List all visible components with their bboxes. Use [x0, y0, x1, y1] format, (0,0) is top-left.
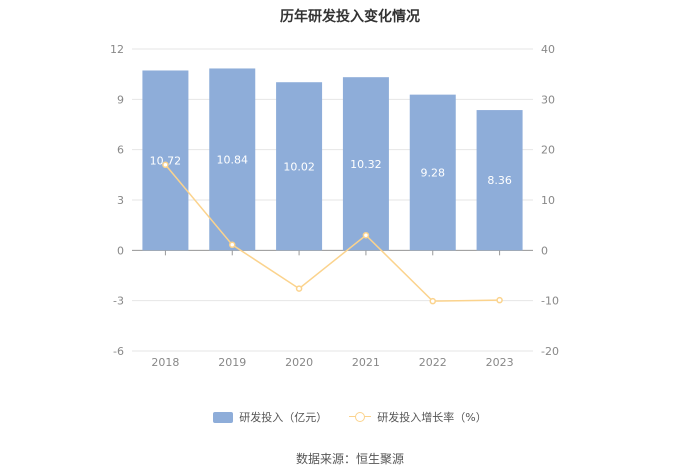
bars	[142, 68, 523, 251]
growth-point	[429, 297, 436, 305]
growth-point	[295, 285, 303, 292]
x-tick-label: 2023	[486, 356, 514, 369]
x-tick-label: 2022	[419, 356, 447, 369]
y-right-tick-label: 30	[541, 93, 555, 106]
growth-point	[362, 231, 370, 239]
legend-item-investment[interactable]: 研发投入（亿元）	[213, 409, 327, 425]
growth-line	[162, 161, 503, 305]
bar	[142, 70, 189, 251]
bar-value-label: 10.32	[350, 158, 382, 171]
bar	[276, 82, 323, 251]
growth-point	[496, 296, 503, 304]
bar-value-label: 10.02	[283, 160, 315, 173]
y-left-tick-label: 12	[110, 43, 124, 56]
bar	[476, 110, 523, 251]
bar	[409, 94, 456, 251]
legend-line-swatch	[349, 411, 372, 423]
bar-value-label: 8.36	[487, 174, 512, 187]
y-left-tick-label: 6	[117, 144, 124, 157]
legend-label-growth: 研发投入增长率（%）	[377, 411, 487, 424]
y-left-tick-label: 0	[117, 244, 124, 257]
y-right-tick-label: 40	[541, 43, 555, 56]
y-right-tick-label: -20	[541, 345, 559, 358]
y-right-tick-label: 20	[541, 144, 555, 157]
y-left-tick-label: -3	[113, 295, 124, 308]
bar-value-label: 10.72	[150, 154, 182, 167]
bar	[342, 77, 389, 251]
bar-labels: 10.72 10.84 10.02 10.32 9.28 8.36	[150, 153, 512, 187]
bar	[209, 68, 256, 251]
x-tick-label: 2020	[285, 356, 313, 369]
y-right-tick-label: -10	[541, 295, 559, 308]
y-right-tick-label: 10	[541, 194, 555, 207]
x-tick-label: 2019	[218, 356, 246, 369]
y-left-tick-label: -6	[113, 345, 124, 358]
y-left-tick-label: 3	[117, 194, 124, 207]
y-left-tick-label: 9	[117, 93, 124, 106]
legend: 研发投入（亿元） 研发投入增长率（%）	[0, 409, 700, 425]
bar-value-label: 9.28	[421, 166, 446, 179]
legend-item-growth[interactable]: 研发投入增长率（%）	[349, 409, 487, 425]
chart-title: 历年研发投入变化情况	[280, 9, 420, 25]
x-tick-label: 2018	[151, 356, 179, 369]
legend-bar-swatch	[213, 411, 234, 423]
bar-value-label: 10.84	[217, 153, 249, 166]
legend-label-investment: 研发投入（亿元）	[239, 411, 328, 424]
growth-point	[162, 161, 169, 169]
growth-point	[229, 241, 236, 249]
x-tick-label: 2021	[352, 356, 380, 369]
data-source: 数据来源：恒生聚源	[295, 452, 404, 466]
growth-line-path	[164, 164, 500, 302]
grid	[132, 48, 533, 352]
y-right-tick-label: 0	[541, 244, 548, 257]
